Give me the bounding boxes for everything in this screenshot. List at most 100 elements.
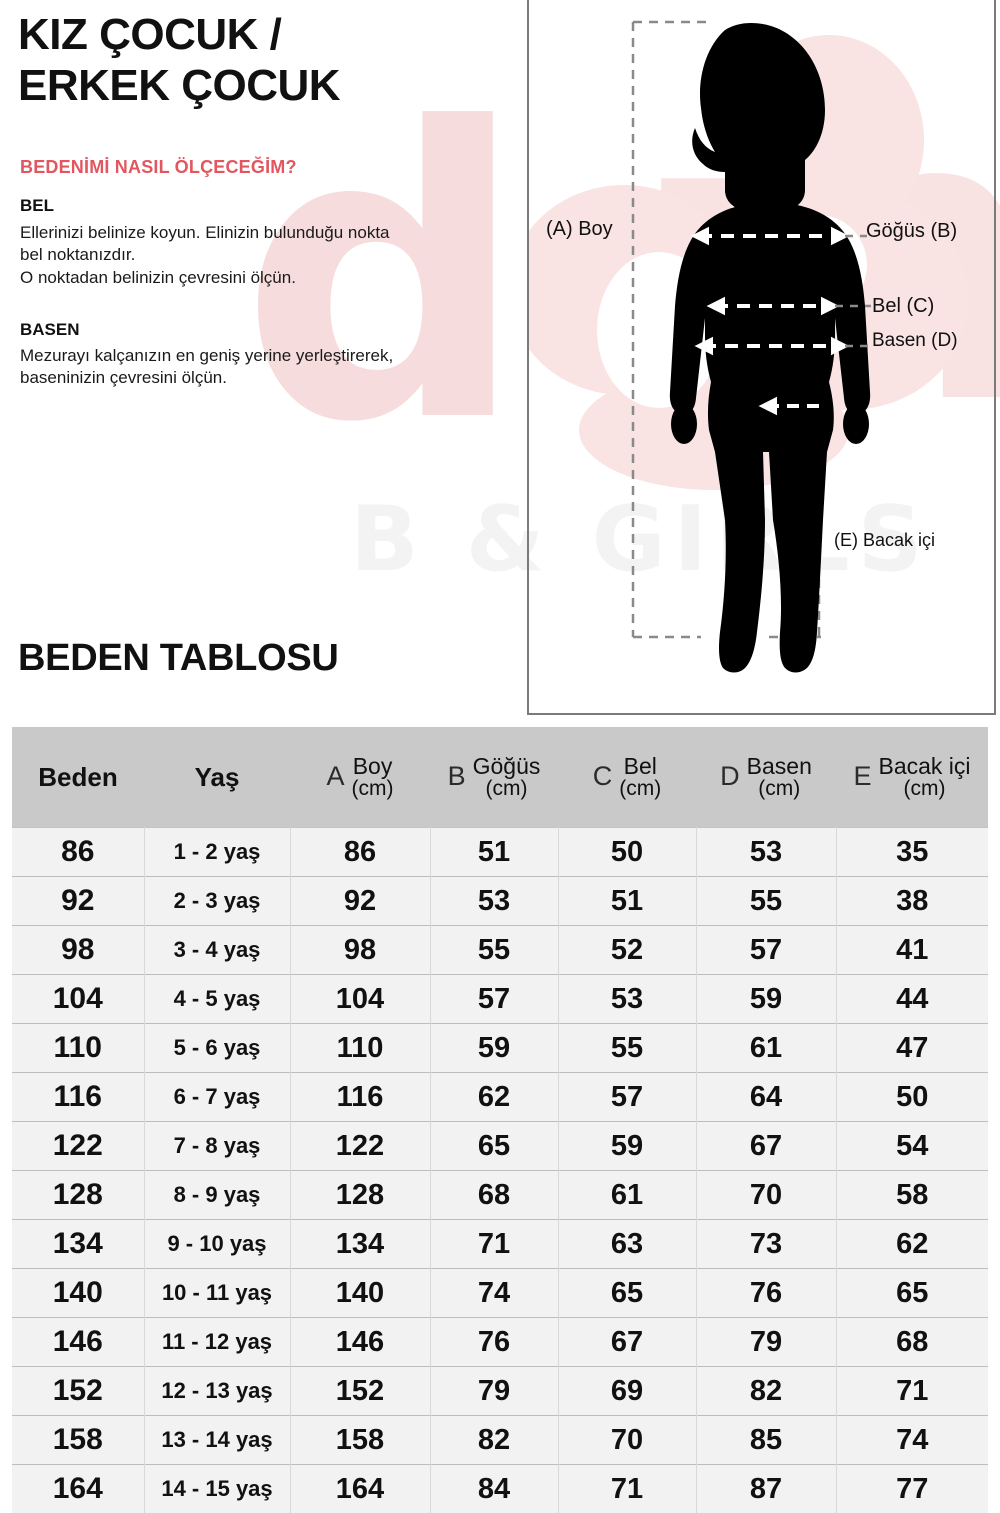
cell-measurement: 57 bbox=[430, 975, 558, 1024]
cell-beden: 164 bbox=[12, 1465, 144, 1513]
cell-measurement: 134 bbox=[290, 1220, 430, 1269]
cell-measurement: 59 bbox=[558, 1122, 696, 1171]
cell-measurement: 146 bbox=[290, 1318, 430, 1367]
cell-measurement: 64 bbox=[696, 1073, 836, 1122]
cell-beden: 98 bbox=[12, 926, 144, 975]
cell-measurement: 50 bbox=[836, 1073, 988, 1122]
cell-measurement: 82 bbox=[696, 1367, 836, 1416]
column-letter-a: A bbox=[327, 761, 345, 792]
cell-measurement: 38 bbox=[836, 877, 988, 926]
table-header-row: Beden Yaş A Boy (cm) B Göğüs bbox=[12, 727, 988, 828]
cell-measurement: 53 bbox=[558, 975, 696, 1024]
child-silhouette-figure bbox=[529, 0, 994, 713]
cell-measurement: 79 bbox=[430, 1367, 558, 1416]
diagram-label-gogus: Göğüs (B) bbox=[866, 220, 957, 243]
cell-measurement: 62 bbox=[430, 1073, 558, 1122]
page-title: KIZ ÇOCUK / ERKEK ÇOCUK bbox=[18, 10, 340, 111]
column-header-label: Bel bbox=[624, 755, 657, 778]
cell-measurement: 62 bbox=[836, 1220, 988, 1269]
cell-measurement: 128 bbox=[290, 1171, 430, 1220]
cell-measurement: 140 bbox=[290, 1269, 430, 1318]
cell-measurement: 69 bbox=[558, 1367, 696, 1416]
column-header-label: Göğüs bbox=[473, 755, 541, 778]
cell-measurement: 82 bbox=[430, 1416, 558, 1465]
cell-yas: 14 - 15 yaş bbox=[144, 1465, 290, 1513]
cell-measurement: 55 bbox=[558, 1024, 696, 1073]
column-header-bel: C Bel (cm) bbox=[558, 727, 696, 828]
cell-yas: 9 - 10 yaş bbox=[144, 1220, 290, 1269]
column-header-unit: (cm) bbox=[486, 778, 528, 799]
column-header-unit: (cm) bbox=[904, 778, 946, 799]
cell-measurement: 158 bbox=[290, 1416, 430, 1465]
diagram-label-boy: (A) Boy bbox=[546, 218, 613, 241]
cell-yas: 13 - 14 yaş bbox=[144, 1416, 290, 1465]
column-header-beden: Beden bbox=[12, 727, 144, 828]
body-measurement-diagram: (A) Boy Göğüs (B) Bel (C) Basen (D) (E) … bbox=[527, 0, 996, 715]
cell-measurement: 50 bbox=[558, 828, 696, 877]
cell-measurement: 86 bbox=[290, 828, 430, 877]
cell-beden: 104 bbox=[12, 975, 144, 1024]
column-header-unit: (cm) bbox=[619, 778, 661, 799]
column-header-basen: D Basen (cm) bbox=[696, 727, 836, 828]
cell-measurement: 67 bbox=[696, 1122, 836, 1171]
cell-measurement: 77 bbox=[836, 1465, 988, 1513]
cell-measurement: 79 bbox=[696, 1318, 836, 1367]
column-header-bacak-ici: E Bacak içi (cm) bbox=[836, 727, 988, 828]
cell-measurement: 74 bbox=[836, 1416, 988, 1465]
column-header-yas: Yaş bbox=[144, 727, 290, 828]
cell-yas: 2 - 3 yaş bbox=[144, 877, 290, 926]
column-letter-c: C bbox=[593, 761, 613, 792]
cell-measurement: 57 bbox=[558, 1073, 696, 1122]
cell-measurement: 116 bbox=[290, 1073, 430, 1122]
howto-heading: BEDENİMİ NASIL ÖLÇECEĞİM? bbox=[20, 157, 297, 178]
section-title-bel: BEL bbox=[20, 196, 54, 216]
column-header-label: Beden bbox=[12, 762, 144, 793]
cell-beden: 110 bbox=[12, 1024, 144, 1073]
column-letter-e: E bbox=[853, 761, 871, 792]
cell-yas: 6 - 7 yaş bbox=[144, 1073, 290, 1122]
diagram-label-bel: Bel (C) bbox=[872, 295, 934, 318]
cell-beden: 116 bbox=[12, 1073, 144, 1122]
cell-measurement: 76 bbox=[696, 1269, 836, 1318]
cell-measurement: 70 bbox=[696, 1171, 836, 1220]
cell-beden: 128 bbox=[12, 1171, 144, 1220]
cell-measurement: 44 bbox=[836, 975, 988, 1024]
cell-measurement: 164 bbox=[290, 1465, 430, 1513]
cell-measurement: 61 bbox=[558, 1171, 696, 1220]
cell-measurement: 76 bbox=[430, 1318, 558, 1367]
cell-measurement: 65 bbox=[836, 1269, 988, 1318]
cell-measurement: 70 bbox=[558, 1416, 696, 1465]
cell-measurement: 122 bbox=[290, 1122, 430, 1171]
section-title-basen: BASEN bbox=[20, 320, 80, 340]
cell-measurement: 65 bbox=[558, 1269, 696, 1318]
cell-yas: 7 - 8 yaş bbox=[144, 1122, 290, 1171]
cell-measurement: 74 bbox=[430, 1269, 558, 1318]
cell-measurement: 84 bbox=[430, 1465, 558, 1513]
cell-measurement: 58 bbox=[836, 1171, 988, 1220]
cell-measurement: 92 bbox=[290, 877, 430, 926]
cell-yas: 12 - 13 yaş bbox=[144, 1367, 290, 1416]
cell-beden: 122 bbox=[12, 1122, 144, 1171]
column-header-label: Boy bbox=[353, 755, 393, 778]
cell-measurement: 71 bbox=[430, 1220, 558, 1269]
cell-yas: 3 - 4 yaş bbox=[144, 926, 290, 975]
cell-yas: 5 - 6 yaş bbox=[144, 1024, 290, 1073]
diagram-label-basen: Basen (D) bbox=[872, 330, 958, 352]
cell-measurement: 55 bbox=[696, 877, 836, 926]
cell-measurement: 54 bbox=[836, 1122, 988, 1171]
diagram-label-bacak-ici: (E) Bacak içi bbox=[834, 530, 935, 551]
measurement-instructions-panel: KIZ ÇOCUK / ERKEK ÇOCUK BEDENİMİ NASIL Ö… bbox=[0, 0, 520, 620]
cell-yas: 1 - 2 yaş bbox=[144, 828, 290, 877]
